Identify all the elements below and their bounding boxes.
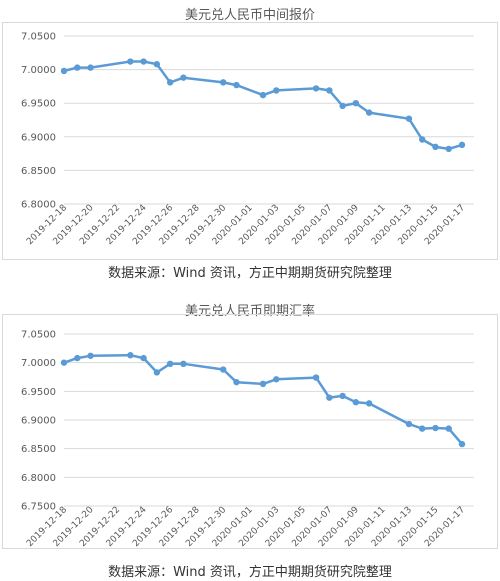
data-point [60,359,68,366]
data-point [445,145,452,153]
series-line [63,60,463,151]
data-point [273,376,280,383]
data-point [233,81,240,89]
data-point [180,74,187,81]
data-point [432,143,439,151]
chart-title: 美元兑人民币即期汇率 [184,304,315,319]
data-point [166,360,174,368]
y-tick-label: 6.9500 [21,387,56,398]
data-point [166,79,174,86]
data-point [352,399,360,406]
data-point [153,61,161,68]
data-point [419,136,426,143]
y-tick-label: 6.9000 [21,132,56,143]
y-tick-label: 6.8000 [21,473,56,484]
data-point [74,64,81,71]
y-tick-label: 6.9500 [21,99,56,110]
data-point [365,109,373,116]
data-point [233,378,240,386]
chart-title: 美元兑人民币中间报价 [184,8,315,23]
data-point [419,425,426,432]
y-tick-label: 7.0000 [21,358,56,369]
data-point [339,392,346,400]
y-tick-label: 7.0000 [21,65,56,76]
line-chart-mid-rate: 7.05007.00006.95006.90006.85006.80002019… [21,32,474,247]
chart-frame [2,314,498,549]
data-point [87,352,94,359]
data-point [153,369,161,376]
data-point [405,420,413,428]
data-point [312,374,320,381]
y-tick-label: 6.8500 [21,444,56,455]
data-source-note: 数据来源：Wind 资讯，方正中期期货研究院整理 [108,565,392,580]
data-point [312,85,320,92]
data-point [432,424,439,432]
chart-panel-mid-rate: 美元兑人民币中间报价 7.0500 7.0000 6.9500 6.9000 6.850… [0,0,500,290]
y-tick-label: 6.8000 [21,200,56,211]
data-point [365,400,373,407]
data-point [259,380,267,388]
data-point [352,100,360,107]
chart-frame [2,22,498,260]
y-tick-label: 7.0500 [21,32,56,43]
data-point [339,102,346,110]
data-point [259,91,267,99]
series-line [63,353,463,445]
y-tick-label: 6.8500 [21,166,56,177]
data-point [326,394,333,401]
data-point [445,425,452,432]
data-point [127,58,134,65]
data-point [87,64,94,71]
data-point [140,354,147,362]
data-point [60,67,68,75]
y-tick-label: 7.0500 [21,330,56,341]
data-point [140,58,147,65]
chart-panel-spot-rate: 美元兑人民币即期汇率 7.0500 7.0000 6.9500 6.9000 6.850… [0,296,500,581]
data-point [458,440,466,448]
data-point [220,366,227,373]
y-tick-label: 6.7500 [21,502,56,513]
data-point [326,87,333,94]
data-point [127,352,134,359]
data-point [220,79,227,86]
line-chart-spot-rate: 7.0500 7.0000 6.9500 6.9000 6.8500 6.8000 6.75… [21,330,474,549]
data-point [458,141,466,149]
data-point [74,354,81,362]
data-point [273,87,280,94]
data-point [180,360,187,368]
data-source-note: 数据来源：Wind 资讯，方正中期期货研究院整理 [108,266,392,281]
data-point [405,115,413,122]
y-tick-label: 6.9000 [21,416,56,427]
